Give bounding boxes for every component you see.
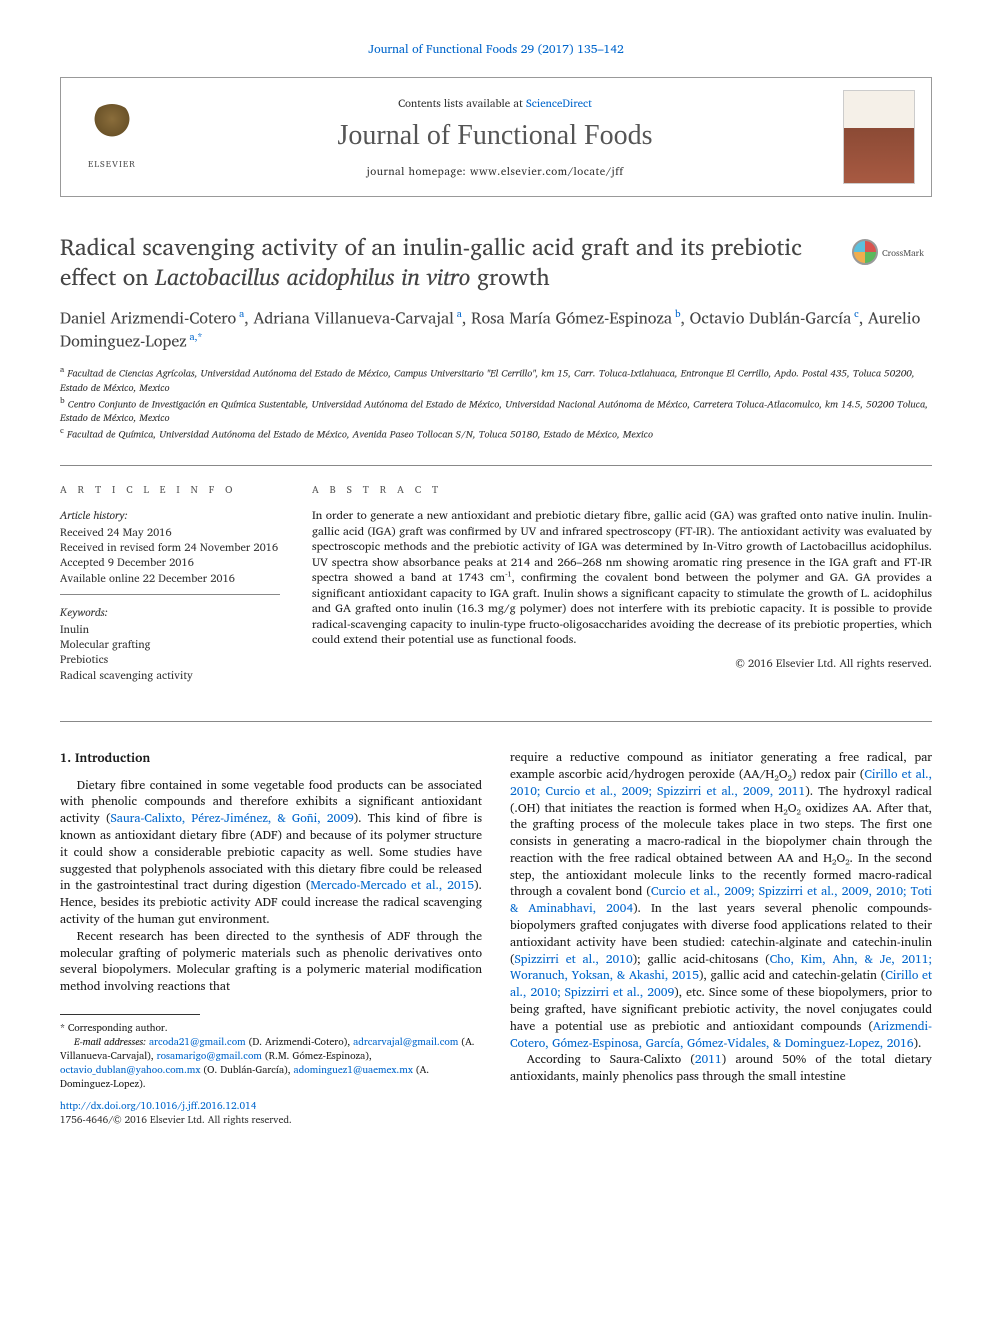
article-title: Radical scavenging activity of an inulin…	[60, 233, 832, 293]
intro-para-3: require a reductive compound as initiato…	[510, 750, 932, 1052]
journal-name: Journal of Functional Foods	[147, 120, 843, 152]
sciencedirect-link[interactable]: ScienceDirect	[526, 94, 592, 112]
corresponding-author-note: * Corresponding author.	[60, 1021, 482, 1035]
intro-para-4: According to Saura-Calixto (2011) around…	[510, 1052, 932, 1086]
elsevier-label: ELSEVIER	[88, 156, 136, 171]
article-info-column: A R T I C L E I N F O Article history: R…	[60, 482, 280, 701]
journal-reference: Journal of Functional Foods 29 (2017) 13…	[60, 40, 932, 59]
elsevier-logo[interactable]: ELSEVIER	[77, 104, 147, 171]
section-title: Introduction	[75, 748, 150, 768]
intro-para-2: Recent research has been directed to the…	[60, 929, 482, 996]
right-column: require a reductive compound as initiato…	[510, 750, 932, 1127]
abstract-column: A B S T R A C T In order to generate a n…	[312, 482, 932, 701]
keywords-label: Keywords:	[60, 605, 280, 620]
section-number: 1.	[60, 748, 71, 768]
crossmark-label: CrossMark	[882, 245, 924, 260]
contents-prefix: Contents lists available at	[398, 94, 526, 112]
divider	[60, 465, 932, 466]
contents-line: Contents lists available at ScienceDirec…	[147, 94, 843, 112]
elsevier-tree-icon	[87, 104, 137, 154]
body-columns: 1. Introduction Dietary fibre contained …	[60, 750, 932, 1127]
title-part2: growth	[470, 258, 549, 296]
crossmark-icon	[852, 239, 878, 265]
doi-link[interactable]: http://dx.doi.org/10.1016/j.jff.2016.12.…	[60, 1099, 482, 1113]
abstract-text: In order to generate a new antioxidant a…	[312, 508, 932, 648]
section-heading: 1. Introduction	[60, 750, 482, 768]
history-label: Article history:	[60, 508, 280, 523]
footnote-separator	[60, 1014, 200, 1015]
history-online: Available online 22 December 2016	[60, 571, 280, 586]
journal-cover-thumbnail[interactable]	[843, 90, 915, 184]
abstract-heading: A B S T R A C T	[312, 482, 932, 498]
keyword-4: Radical scavenging activity	[60, 668, 280, 683]
homepage-prefix: journal homepage:	[367, 162, 470, 180]
journal-header-box: ELSEVIER Contents lists available at Sci…	[60, 77, 932, 197]
keywords-block: Keywords: Inulin Molecular grafting Preb…	[60, 605, 280, 691]
journal-homepage: journal homepage: www.elsevier.com/locat…	[147, 162, 843, 180]
intro-para-1: Dietary fibre contained in some vegetabl…	[60, 778, 482, 929]
crossmark-badge[interactable]: CrossMark	[852, 239, 932, 265]
issn-copyright: 1756-4646/© 2016 Elsevier Ltd. All right…	[60, 1113, 482, 1127]
homepage-url[interactable]: www.elsevier.com/locate/jff	[470, 162, 624, 180]
title-italic: Lactobacillus acidophilus in vitro	[155, 258, 470, 296]
abstract-copyright: © 2016 Elsevier Ltd. All rights reserved…	[312, 654, 932, 672]
affiliation-a: a Facultad de Ciencias Agrícolas, Univer…	[60, 364, 932, 394]
affiliations: a Facultad de Ciencias Agrícolas, Univer…	[60, 364, 932, 441]
left-column: 1. Introduction Dietary fibre contained …	[60, 750, 482, 1127]
footnotes: * Corresponding author. E-mail addresses…	[60, 1021, 482, 1091]
article-history-block: Article history: Received 24 May 2016 Re…	[60, 508, 280, 595]
affiliation-b: b Centro Conjunto de Investigación en Qu…	[60, 395, 932, 425]
divider-body	[60, 721, 932, 722]
article-info-heading: A R T I C L E I N F O	[60, 482, 280, 498]
authors-list: Daniel Arizmendi-Cotero a, Adriana Villa…	[60, 307, 932, 352]
header-center: Contents lists available at ScienceDirec…	[147, 94, 843, 180]
email-addresses: E-mail addresses: arcoda21@gmail.com (D.…	[60, 1035, 482, 1091]
affiliation-c: c Facultad de Química, Universidad Autón…	[60, 425, 932, 441]
